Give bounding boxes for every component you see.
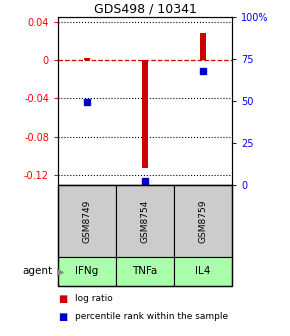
Bar xyxy=(142,60,148,168)
Title: GDS498 / 10341: GDS498 / 10341 xyxy=(94,3,196,16)
Text: ■: ■ xyxy=(58,312,67,323)
Bar xyxy=(84,58,90,60)
Bar xyxy=(200,33,206,60)
Text: TNFa: TNFa xyxy=(132,266,158,276)
Text: agent: agent xyxy=(22,266,52,276)
Text: GSM8759: GSM8759 xyxy=(198,199,208,243)
Text: IL4: IL4 xyxy=(195,266,211,276)
Text: GSM8754: GSM8754 xyxy=(140,199,150,243)
Text: IFNg: IFNg xyxy=(75,266,99,276)
Text: GSM8749: GSM8749 xyxy=(82,199,92,243)
Text: percentile rank within the sample: percentile rank within the sample xyxy=(75,312,229,322)
Text: ■: ■ xyxy=(58,294,67,304)
Text: ▶: ▶ xyxy=(57,266,64,276)
Text: log ratio: log ratio xyxy=(75,294,113,303)
